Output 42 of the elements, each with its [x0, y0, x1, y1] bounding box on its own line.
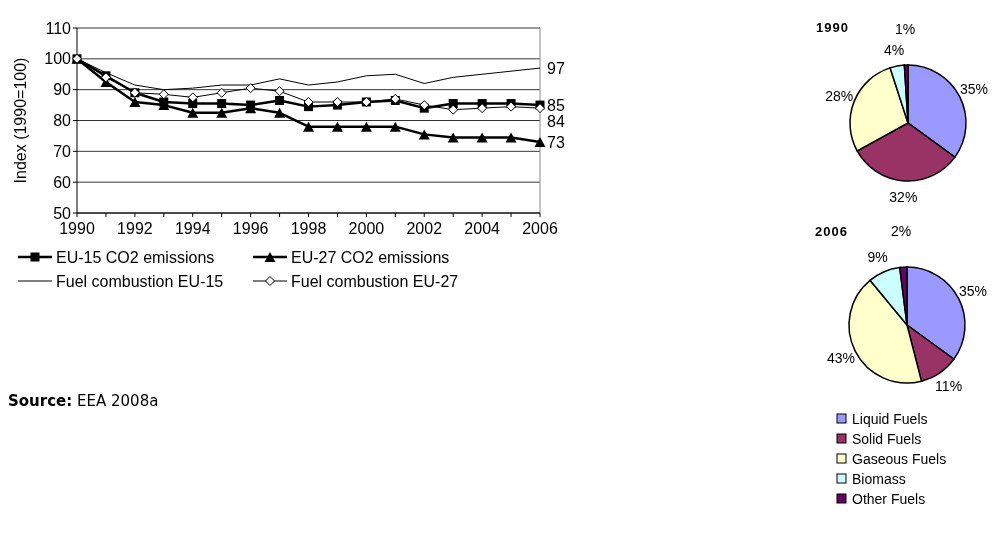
x-tick-label: 1998	[290, 220, 327, 237]
data-label: 43%	[827, 350, 856, 367]
y-tick-label: 60	[53, 173, 72, 191]
data-label: 97	[547, 59, 565, 77]
legend-label: Biomass	[852, 470, 906, 487]
y-tick-label: 90	[53, 81, 72, 99]
x-tick-label: 1990	[59, 220, 95, 237]
source-note: Source: EEA 2008a	[8, 392, 159, 410]
x-tick-label: 2002	[406, 220, 443, 237]
data-label: 1%	[894, 20, 916, 37]
data-label: 35%	[959, 81, 988, 98]
legend-label: Gaseous Fuels	[852, 450, 947, 467]
data-label: 11%	[935, 378, 963, 395]
legend-label: Liquid Fuels	[852, 410, 928, 427]
legend-label: Fuel combustion EU-15	[56, 272, 224, 290]
x-tick-label: 2006	[522, 220, 558, 237]
y-tick-label: 100	[44, 50, 72, 68]
y-tick-label: 110	[45, 19, 72, 37]
data-label: 84	[547, 112, 565, 130]
x-tick-label: 2000	[348, 220, 385, 237]
x-tick-label: 1996	[232, 220, 269, 237]
legend-label: EU-15 CO2 emissions	[56, 248, 215, 266]
data-label: 28%	[825, 87, 854, 104]
data-label: 2%	[890, 223, 912, 240]
data-label: 4%	[884, 42, 905, 59]
y-tick-label: 50	[53, 204, 72, 222]
legend-label: Other Fuels	[852, 490, 926, 507]
x-tick-label: 1994	[174, 220, 211, 237]
data-label: 9%	[867, 248, 888, 265]
data-label: 73	[547, 133, 565, 151]
legend-label: Fuel combustion EU-27	[291, 272, 459, 290]
legend-label: Solid Fuels	[852, 430, 922, 447]
x-tick-label: 2004	[464, 220, 501, 237]
y-axis-title: Index (1990=100)	[12, 57, 29, 184]
data-label: 32%	[889, 188, 918, 205]
x-tick-label: 1992	[117, 220, 153, 237]
y-tick-label: 70	[53, 142, 72, 160]
data-label: 35%	[958, 283, 987, 300]
data-label: 85	[547, 96, 565, 114]
legend-label: EU-27 CO2 emissions	[291, 248, 450, 266]
y-tick-label: 80	[53, 112, 72, 130]
chart-title: 1990	[816, 20, 849, 35]
